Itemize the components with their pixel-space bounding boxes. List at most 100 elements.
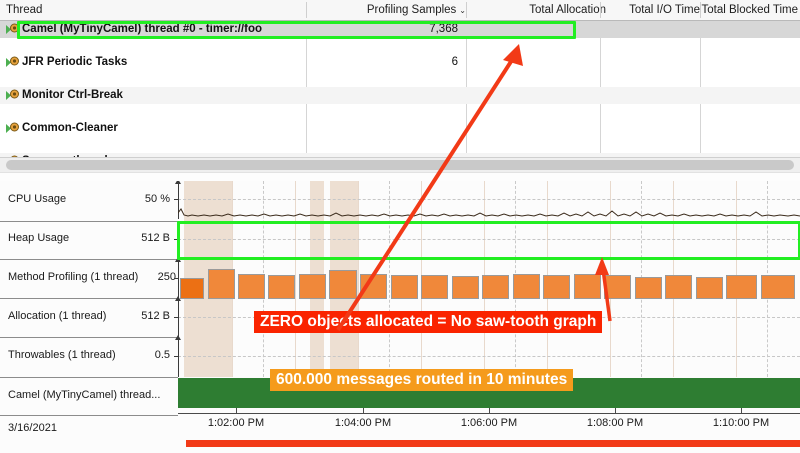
- method-profiling-bar[interactable]: [452, 276, 479, 299]
- time-tick-label: 1:08:00 PM: [586, 417, 644, 429]
- axis-allocation: [178, 300, 179, 337]
- thread-icon: [5, 89, 21, 102]
- column-header-profiling-samples-label: Profiling Samples: [366, 4, 457, 16]
- method-profiling-bar[interactable]: [208, 269, 235, 299]
- lane-axis-max: 250: [157, 271, 176, 283]
- method-profiling-bar[interactable]: [696, 277, 723, 299]
- time-tick: [741, 408, 742, 414]
- lane-cpu-usage[interactable]: CPU Usage 50 %: [0, 181, 178, 222]
- time-tick: [489, 408, 490, 414]
- method-profiling-bar[interactable]: [238, 274, 265, 299]
- table-row[interactable]: Common-Cleaner: [0, 120, 800, 137]
- lane-axis-max: 50 %: [144, 193, 170, 205]
- thread-icon: [5, 122, 21, 135]
- method-profiling-bar[interactable]: [635, 277, 662, 299]
- method-profiling-bar[interactable]: [543, 275, 570, 299]
- method-profiling-bar[interactable]: [180, 278, 204, 299]
- annotation-zero-objects: ZERO objects allocated = No saw-tooth gr…: [254, 311, 603, 333]
- method-profiling-bar[interactable]: [421, 275, 448, 299]
- grid-line-v: [295, 181, 296, 377]
- axis-tick: [174, 356, 179, 357]
- grid-line-h: [178, 199, 800, 200]
- lane-axis-max: 0.5: [154, 349, 170, 361]
- header-separator[interactable]: [700, 2, 701, 18]
- method-profiling-bar[interactable]: [665, 275, 692, 299]
- time-tick: [615, 408, 616, 414]
- column-header-thread[interactable]: Thread: [6, 4, 43, 16]
- lane-axis-max: 512 B: [141, 310, 170, 322]
- axis-arrow-icon: [175, 181, 181, 184]
- time-range-selector[interactable]: [186, 440, 800, 447]
- method-profiling-bar[interactable]: [299, 274, 326, 299]
- header-separator[interactable]: [306, 2, 307, 18]
- column-header-total-io-time[interactable]: Total I/O Time: [629, 4, 700, 16]
- header-separator[interactable]: [466, 2, 467, 18]
- method-profiling-bar[interactable]: [360, 274, 387, 299]
- method-profiling-bar[interactable]: [574, 274, 601, 299]
- lane-label: Allocation (1 thread): [8, 310, 107, 322]
- axis-tick: [174, 317, 179, 318]
- time-axis: 1:02:00 PM 1:04:00 PM 1:06:00 PM 1:08:00…: [178, 407, 800, 453]
- time-tick-label: 1:10:00 PM: [712, 417, 770, 429]
- thread-icon: [5, 56, 21, 69]
- time-tick-label: 1:02:00 PM: [207, 417, 265, 429]
- lane-throwables[interactable]: Throwables (1 thread) 0.5: [0, 337, 178, 378]
- lane-method-profiling[interactable]: Method Profiling (1 thread) 250: [0, 259, 178, 299]
- highlight-heap-usage-lane: [177, 221, 800, 260]
- method-profiling-bar[interactable]: [268, 275, 295, 299]
- column-header-profiling-samples[interactable]: Profiling Samples ⌄: [306, 0, 466, 20]
- lane-label: Method Profiling (1 thread): [8, 271, 139, 283]
- axis-throwables: [178, 339, 179, 377]
- profiling-samples-value: 6: [451, 56, 458, 68]
- method-profiling-bar[interactable]: [391, 275, 418, 299]
- horizontal-scrollbar[interactable]: [0, 157, 800, 172]
- time-tick-label: 1:04:00 PM: [334, 417, 392, 429]
- table-header-row: Thread Profiling Samples ⌄ Total Allocati…: [0, 0, 800, 21]
- lane-heap-usage[interactable]: Heap Usage 512 B: [0, 221, 178, 260]
- table-row[interactable]: Camel (MyTinyCamel) thread #0 - timer://…: [0, 21, 800, 38]
- column-header-total-allocation[interactable]: Total Allocation: [529, 4, 606, 16]
- sort-caret-icon: ⌄: [459, 6, 466, 15]
- header-separator[interactable]: [600, 2, 601, 18]
- lane-label: Camel (MyTinyCamel) thread...: [8, 389, 161, 401]
- profiling-samples-value: 7,368: [429, 23, 458, 35]
- thread-name: Monitor Ctrl-Break: [22, 89, 123, 101]
- axis-tick: [174, 278, 179, 279]
- method-profiling-bar[interactable]: [761, 275, 795, 299]
- method-profiling-bar[interactable]: [329, 270, 357, 299]
- axis-method-profiling: [178, 261, 179, 298]
- table-row[interactable]: Monitor Ctrl-Break: [0, 87, 800, 104]
- lane-label: Heap Usage: [8, 232, 70, 244]
- table-row[interactable]: JFR Periodic Tasks 6: [0, 54, 800, 71]
- time-tick-label: 1:06:00 PM: [460, 417, 518, 429]
- axis-tick: [174, 239, 179, 240]
- axis-tick: [174, 199, 179, 200]
- method-profiling-bar[interactable]: [482, 275, 509, 299]
- lane-label: CPU Usage: [8, 193, 67, 205]
- lane-label-column: CPU Usage 50 % Heap Usage 512 B Method P…: [0, 181, 178, 453]
- time-tick: [363, 408, 364, 414]
- timeline-chart-panel: CPU Usage 50 % Heap Usage 512 B Method P…: [0, 181, 800, 453]
- method-profiling-bar[interactable]: [513, 274, 540, 299]
- scrollbar-thumb[interactable]: [6, 160, 794, 170]
- lane-axis-max: 512 B: [141, 232, 170, 244]
- lane-allocation[interactable]: Allocation (1 thread) 512 B: [0, 298, 178, 338]
- thread-name: Camel (MyTinyCamel) thread #0 - timer://…: [22, 23, 263, 35]
- axis-arrow-icon: [175, 296, 181, 301]
- lane-label: Throwables (1 thread): [8, 349, 116, 361]
- thread-table-body: Camel (MyTinyCamel) thread #0 - timer://…: [0, 21, 800, 170]
- lane-camel-thread[interactable]: Camel (MyTinyCamel) thread...: [0, 377, 178, 416]
- method-profiling-bar[interactable]: [726, 275, 757, 299]
- time-tick: [236, 408, 237, 414]
- thread-icon: [5, 23, 21, 36]
- grid-line-h: [178, 356, 800, 357]
- method-profiling-bar[interactable]: [604, 275, 631, 299]
- axis-arrow-icon: [175, 335, 181, 340]
- annotation-messages-routed: 600.000 messages routed in 10 minutes: [270, 369, 574, 391]
- thread-name: Common-Cleaner: [22, 122, 118, 134]
- axis-cpu: [178, 183, 179, 219]
- column-header-total-blocked-time[interactable]: Total Blocked Time: [701, 4, 798, 16]
- thread-name: JFR Periodic Tasks: [22, 56, 128, 68]
- date-separator: [0, 415, 178, 416]
